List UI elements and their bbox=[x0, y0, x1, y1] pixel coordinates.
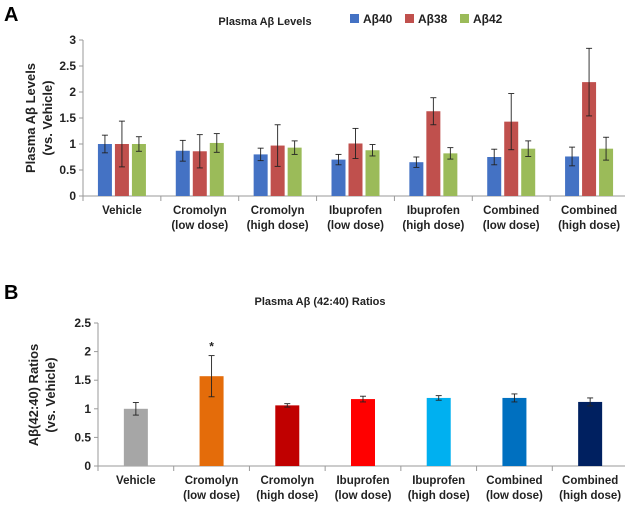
x-category-label: Cromolyn bbox=[173, 205, 227, 217]
x-category-label: (high dose) bbox=[256, 490, 318, 502]
significance-marker: * bbox=[209, 340, 214, 354]
x-category-label: (high dose) bbox=[559, 490, 621, 502]
legend-swatch bbox=[350, 14, 359, 23]
bar-Aβ38 bbox=[504, 121, 519, 196]
bar-Aβ42 bbox=[443, 153, 458, 196]
panel-label-b: B bbox=[4, 282, 18, 304]
x-category-label: Combined bbox=[483, 205, 539, 217]
x-category-label: Combined bbox=[486, 475, 542, 487]
y-tick-label: 1 bbox=[84, 402, 91, 416]
bar-Aβ38 bbox=[192, 151, 207, 196]
x-category-label: (high dose) bbox=[402, 220, 464, 232]
x-category-label: Combined bbox=[562, 475, 618, 487]
bar-Aβ38 bbox=[348, 143, 363, 196]
legend-label: Aβ40 bbox=[363, 12, 393, 26]
x-category-label: (low dose) bbox=[335, 490, 392, 502]
legend-swatch bbox=[405, 14, 414, 23]
y-tick-label: 0 bbox=[84, 459, 91, 473]
x-category-label: Vehicle bbox=[116, 475, 156, 487]
x-category-label: (low dose) bbox=[171, 220, 228, 232]
chart-a-legend: Aβ40 Aβ38 Aβ42 bbox=[350, 12, 503, 26]
bar bbox=[578, 401, 603, 466]
y-tick-label: 1.5 bbox=[59, 111, 76, 125]
legend-swatch bbox=[460, 14, 469, 23]
bar-Aβ40 bbox=[565, 156, 580, 196]
legend-label: Aβ38 bbox=[418, 12, 448, 26]
bar-Aβ40 bbox=[409, 162, 424, 196]
bar-Aβ42 bbox=[209, 142, 224, 196]
bar-Aβ38 bbox=[426, 111, 441, 196]
bar-Aβ42 bbox=[287, 147, 302, 196]
x-category-label: (low dose) bbox=[183, 490, 240, 502]
bar bbox=[426, 397, 451, 466]
bar-Aβ42 bbox=[521, 148, 536, 196]
x-category-label: Ibuprofen bbox=[412, 475, 465, 487]
y-tick-label: 3 bbox=[69, 33, 76, 47]
chart-b-ylabel-line1: Aβ(42:40) Ratios bbox=[26, 344, 41, 447]
chart-a-ylabel-line1: Plasma Aβ Levels bbox=[23, 63, 38, 173]
bar-Aβ42 bbox=[365, 150, 380, 196]
y-tick-label: 0.5 bbox=[74, 430, 91, 444]
x-category-label: Cromolyn bbox=[260, 475, 314, 487]
x-category-label: (high dose) bbox=[408, 490, 470, 502]
x-category-label: (low dose) bbox=[486, 490, 543, 502]
chart-b-plot: 0 0.5 1 1.5 2 2.5 Vehicle Cromolyn (low dose) Cro… bbox=[74, 316, 625, 502]
bar-Aβ40 bbox=[97, 144, 112, 196]
x-category-label: Ibuprofen bbox=[336, 475, 389, 487]
y-tick-label: 2.5 bbox=[59, 59, 76, 73]
x-category-label: Cromolyn bbox=[251, 205, 305, 217]
x-category-label: Cromolyn bbox=[185, 475, 239, 487]
x-category-label: Ibuprofen bbox=[329, 205, 382, 217]
y-tick-label: 1 bbox=[69, 137, 76, 151]
chart-a-plot: 0 0.5 1 1.5 2 2.5 3 Vehicle Cromolyn (low dose) Cr… bbox=[59, 33, 625, 232]
bar-Aβ38 bbox=[582, 82, 597, 196]
chart-b-ylabel-line2: (vs. Vehicle) bbox=[43, 357, 58, 432]
bar-Aβ38 bbox=[270, 145, 285, 196]
bar-Aβ40 bbox=[487, 157, 502, 196]
legend-label: Aβ42 bbox=[473, 12, 503, 26]
bar-Aβ42 bbox=[599, 148, 614, 196]
bar-Aβ38 bbox=[114, 144, 129, 196]
bar-Aβ40 bbox=[253, 154, 268, 196]
bar bbox=[275, 405, 300, 466]
bar-Aβ40 bbox=[175, 150, 190, 196]
y-tick-label: 2 bbox=[84, 345, 91, 359]
bar bbox=[351, 399, 375, 466]
x-category-label: Ibuprofen bbox=[407, 205, 460, 217]
panel-label-a: A bbox=[4, 4, 18, 26]
x-category-label: Combined bbox=[561, 205, 617, 217]
x-category-label: (low dose) bbox=[327, 220, 384, 232]
bar bbox=[123, 408, 148, 466]
bar bbox=[502, 397, 527, 466]
y-tick-label: 2 bbox=[69, 85, 76, 99]
y-tick-label: 1.5 bbox=[74, 373, 91, 387]
bar-Aβ42 bbox=[131, 144, 146, 196]
chart-a-ylabel-line2: (vs. Vehicle) bbox=[40, 80, 55, 155]
y-tick-label: 2.5 bbox=[74, 316, 91, 330]
x-category-label: Vehicle bbox=[102, 205, 142, 217]
x-category-label: (low dose) bbox=[483, 220, 540, 232]
x-category-label: (high dose) bbox=[247, 220, 309, 232]
y-tick-label: 0.5 bbox=[59, 163, 76, 177]
bar-Aβ40 bbox=[331, 159, 346, 196]
chart-a-title: Plasma Aβ Levels bbox=[218, 16, 311, 28]
y-tick-label: 0 bbox=[69, 189, 76, 203]
x-category-label: (high dose) bbox=[558, 220, 620, 232]
chart-b-title: Plasma Aβ (42:40) Ratios bbox=[254, 296, 385, 308]
